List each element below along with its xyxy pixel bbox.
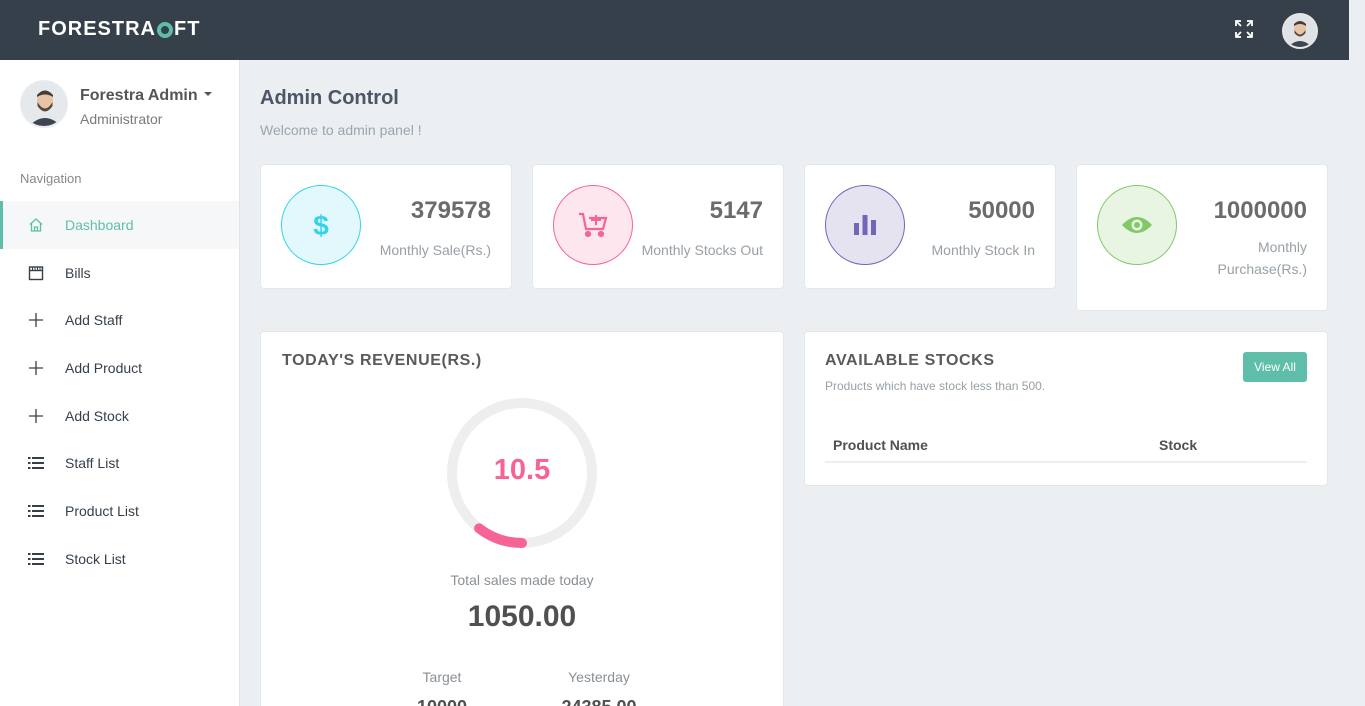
- sidebar-item-staff-list[interactable]: Staff List: [0, 439, 239, 487]
- stocks-title: Available Stocks: [825, 352, 995, 369]
- stat-label: Monthly Purchase(Rs.): [1217, 239, 1307, 277]
- gauge-arc: [474, 523, 527, 548]
- fullscreen-icon[interactable]: [1233, 18, 1255, 40]
- sidebar-item-add-stock[interactable]: Add Stock: [0, 392, 239, 440]
- nav-title: Navigation: [20, 171, 82, 186]
- table-header-row: Product Name Stock: [825, 429, 1307, 463]
- calendar-icon: [27, 264, 45, 282]
- nav-list: Dashboard Bills Add Staff Add Product Ad…: [0, 201, 239, 583]
- stat-label: Monthly Stocks Out: [641, 242, 763, 258]
- list-icon: [27, 502, 45, 520]
- yesterday-value: 24385.00: [539, 697, 659, 706]
- stat-card-monthly-sale: $ 379578 Monthly Sale(Rs.): [260, 164, 512, 289]
- cart-plus-icon: [553, 185, 633, 265]
- view-all-button[interactable]: View All: [1243, 352, 1307, 382]
- sidebar-item-label: Product List: [65, 502, 139, 519]
- stat-label: Monthly Stock In: [931, 242, 1036, 258]
- sidebar: Forestra Admin Administrator Navigation …: [0, 60, 240, 706]
- stat-value: 1000000: [1213, 197, 1307, 224]
- page-subtitle: Welcome to admin panel !: [260, 122, 422, 138]
- stocks-subtitle: Products which have stock less than 500.: [825, 379, 1046, 393]
- bar-chart-icon: [825, 185, 905, 265]
- plus-icon: [27, 311, 45, 329]
- logo-ring-icon: [157, 21, 173, 38]
- yesterday-block: Yesterday 24385.00: [539, 669, 659, 706]
- gauge-value: 10.5: [493, 454, 551, 486]
- stat-value: 50000: [968, 197, 1035, 224]
- sidebar-item-product-list[interactable]: Product List: [0, 487, 239, 535]
- sidebar-item-label: Add Product: [65, 359, 143, 376]
- column-header-product-name: Product Name: [825, 429, 1151, 463]
- list-icon: [27, 454, 45, 472]
- plus-icon: [27, 407, 45, 425]
- user-name: Forestra Admin: [80, 87, 198, 104]
- sidebar-item-bills[interactable]: Bills: [0, 249, 239, 297]
- revenue-gauge: [447, 398, 597, 548]
- eye-icon: [1097, 185, 1177, 265]
- sidebar-item-dashboard[interactable]: Dashboard: [0, 201, 239, 249]
- top-bar: FORESTRA FT: [0, 0, 1349, 60]
- stat-value: 379578: [410, 197, 491, 224]
- brand-name-part2: FT: [174, 18, 201, 40]
- stocks-panel: Available Stocks Products which have sto…: [804, 331, 1328, 486]
- stat-card-monthly-purchase: 1000000 Monthly Purchase(Rs.): [1076, 164, 1328, 311]
- sidebar-item-add-product[interactable]: Add Product: [0, 344, 239, 392]
- brand-logo[interactable]: FORESTRA FT: [38, 18, 200, 41]
- list-icon: [27, 550, 45, 568]
- sidebar-item-label: Stock List: [65, 550, 126, 567]
- user-name-dropdown[interactable]: Forestra Admin: [80, 87, 212, 105]
- sidebar-item-label: Dashboard: [65, 216, 134, 233]
- sidebar-item-add-staff[interactable]: Add Staff: [0, 296, 239, 344]
- sidebar-item-label: Add Stock: [65, 407, 129, 424]
- brand-name-part1: FORESTRA: [38, 18, 156, 40]
- stat-card-stock-in: 50000 Monthly Stock In: [804, 164, 1056, 289]
- top-user-avatar[interactable]: [1282, 13, 1318, 49]
- stat-card-stocks-out: 5147 Monthly Stocks Out: [532, 164, 784, 289]
- stat-label: Monthly Sale(Rs.): [379, 242, 491, 258]
- user-role: Administrator: [80, 111, 163, 127]
- svg-text:$: $: [313, 210, 329, 240]
- sidebar-item-stock-list[interactable]: Stock List: [0, 535, 239, 583]
- revenue-title: Today's Revenue(Rs.): [282, 352, 482, 369]
- dollar-icon: $: [281, 185, 361, 265]
- user-box: Forestra Admin Administrator: [20, 80, 230, 130]
- revenue-caption: Total sales made today: [450, 572, 594, 588]
- sidebar-user-avatar: [20, 80, 68, 128]
- column-header-stock: Stock: [1151, 429, 1307, 463]
- scrollbar[interactable]: [1349, 0, 1365, 706]
- sidebar-item-label: Bills: [65, 264, 91, 281]
- page-title: Admin Control: [260, 87, 399, 109]
- sidebar-item-label: Add Staff: [65, 312, 123, 329]
- target-value: 10000: [382, 697, 502, 706]
- target-label: Target: [422, 669, 462, 685]
- stocks-table: Product Name Stock: [825, 429, 1307, 463]
- sidebar-item-label: Staff List: [65, 455, 120, 472]
- home-icon: [27, 216, 45, 234]
- revenue-panel: Today's Revenue(Rs.) 10.5 Total sales ma…: [260, 331, 784, 706]
- yesterday-label: Yesterday: [568, 669, 630, 685]
- target-block: Target 10000: [382, 669, 502, 706]
- stat-value: 5147: [709, 197, 763, 224]
- revenue-total: 1050.00: [467, 600, 577, 633]
- caret-down-icon: [203, 91, 212, 96]
- plus-icon: [27, 359, 45, 377]
